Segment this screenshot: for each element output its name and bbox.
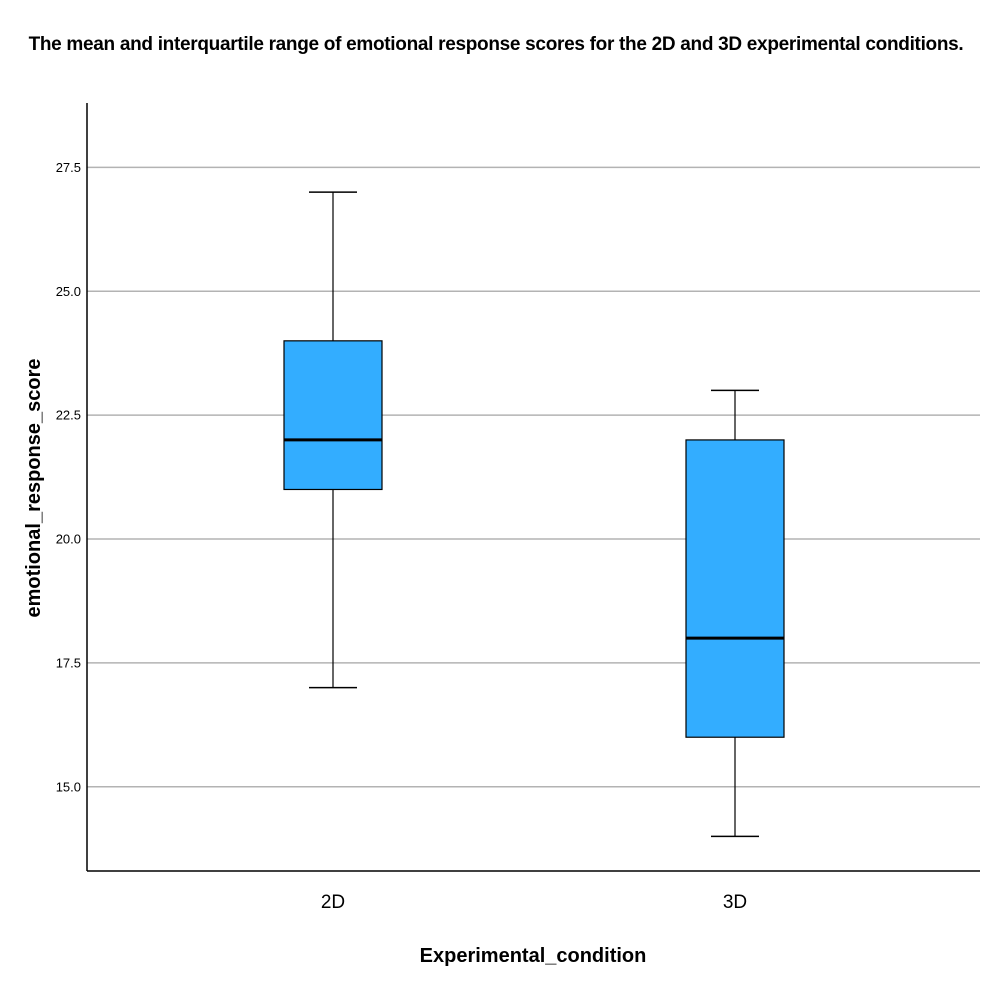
- x-category-label: 2D: [321, 892, 345, 913]
- y-tick-label: 17.5: [56, 655, 81, 670]
- x-category-label: 3D: [723, 892, 747, 913]
- axes: [86, 103, 980, 872]
- box-2D: [283, 340, 383, 491]
- chart-title: The mean and interquartile range of emot…: [28, 34, 964, 55]
- box-3D: [685, 439, 785, 738]
- y-tick-labels: 15.0 17.5 20.0 22.5 25.0 27.5: [56, 160, 81, 794]
- x-axis-title: Experimental_condition: [420, 945, 647, 967]
- y-axis-title: emotional_response_score: [23, 359, 45, 618]
- y-tick-label: 25.0: [56, 284, 81, 299]
- gridlines: [87, 166, 980, 788]
- y-tick-label: 22.5: [56, 408, 81, 423]
- whiskers: [309, 191, 759, 838]
- boxes: [283, 340, 785, 738]
- y-tick-label: 27.5: [56, 160, 81, 175]
- y-tick-label: 15.0: [56, 779, 81, 794]
- x-category-labels: 2D 3D: [321, 892, 747, 913]
- y-tick-label: 20.0: [56, 532, 81, 547]
